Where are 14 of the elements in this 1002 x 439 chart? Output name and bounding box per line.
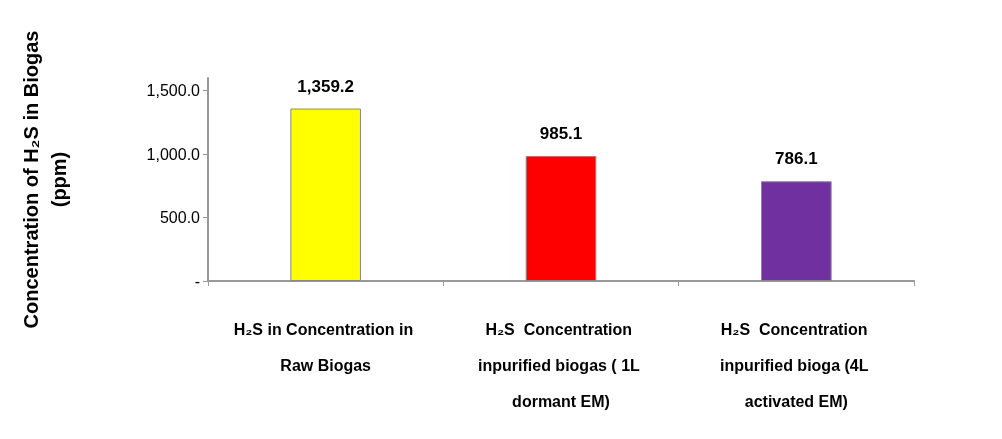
bar (525, 156, 597, 281)
x-tick-label: H₂S in Concentration in Raw Biogas (233, 320, 418, 374)
y-tick-label: 1,000.0 (146, 145, 201, 163)
data-label: 1,359.2 (297, 76, 355, 96)
bar (290, 108, 361, 281)
y-tick-label: 500.0 (159, 209, 201, 227)
data-label: 786.1 (775, 149, 818, 169)
y-tick-label: - (194, 272, 200, 290)
x-tick-label: H₂S Concentration inpurified bioga (4L activated EM) (720, 320, 873, 410)
y-tick-label: 1,500.0 (146, 82, 201, 100)
data-label: 985.1 (539, 124, 583, 144)
bar (761, 181, 832, 281)
x-tick-label: H₂S Concentration inpurified biogas ( 1L dormant EM) (478, 320, 644, 410)
y-axis-title: Concentration of H₂S in Biogas (ppm) (20, 30, 70, 329)
